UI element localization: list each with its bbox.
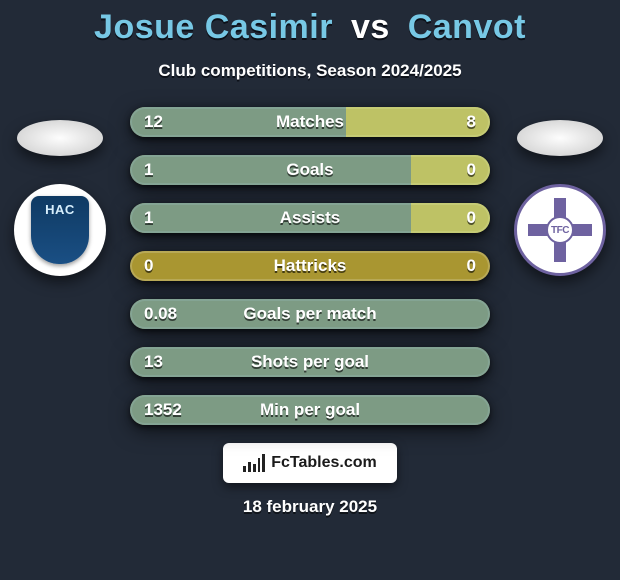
stat-value-p1: 12 xyxy=(144,112,163,132)
brand-text: FcTables.com xyxy=(271,454,377,472)
stat-seg-p2 xyxy=(411,155,490,185)
stat-label: Min per goal xyxy=(260,400,360,420)
stat-value-p1: 1 xyxy=(144,160,153,180)
stat-label: Hattricks xyxy=(274,256,347,276)
stat-value-p1: 0.08 xyxy=(144,304,177,324)
club-left-badge: HAC xyxy=(14,184,106,276)
stat-value-p1: 0 xyxy=(144,256,153,276)
club-right-code: TFC xyxy=(546,216,574,244)
stat-value-p2: 0 xyxy=(467,160,476,180)
stat-label: Goals xyxy=(286,160,333,180)
stat-row: Shots per goal 13 xyxy=(0,347,620,377)
stat-value-p2: 0 xyxy=(467,256,476,276)
stat-value-p2: 0 xyxy=(467,208,476,228)
stat-row: Min per goal 1352 xyxy=(0,395,620,425)
stat-label: Shots per goal xyxy=(251,352,369,372)
player2-avatar xyxy=(517,120,603,156)
brand-badge: FcTables.com xyxy=(223,443,397,483)
subtitle: Club competitions, Season 2024/2025 xyxy=(0,61,620,81)
club-left-crest: HAC xyxy=(31,196,89,264)
player-right-panel: TFC xyxy=(500,120,620,276)
stat-seg-p2 xyxy=(411,203,490,233)
player2-name: Canvot xyxy=(408,8,526,46)
stat-seg-p1 xyxy=(130,155,411,185)
page-title: Josue Casimir vs Canvot xyxy=(0,8,620,47)
stat-label: Matches xyxy=(276,112,344,132)
stat-value-p1: 1 xyxy=(144,208,153,228)
stat-value-p1: 13 xyxy=(144,352,163,372)
stat-bar: Goals 1 0 xyxy=(130,155,490,185)
stat-value-p1: 1352 xyxy=(144,400,182,420)
stat-label: Assists xyxy=(280,208,340,228)
comparison-card: Josue Casimir vs Canvot Club competition… xyxy=(0,0,620,580)
player1-name: Josue Casimir xyxy=(94,8,333,46)
club-left-code: HAC xyxy=(45,202,75,217)
vs-label: vs xyxy=(351,8,390,46)
stat-bar: Matches 12 8 xyxy=(130,107,490,137)
player-left-panel: HAC xyxy=(0,120,120,276)
stat-seg-p1 xyxy=(130,203,411,233)
club-right-badge: TFC xyxy=(514,184,606,276)
player1-avatar xyxy=(17,120,103,156)
date-label: 18 february 2025 xyxy=(0,497,620,517)
stat-bar: Hattricks 0 0 xyxy=(130,251,490,281)
stat-row: Goals per match 0.08 xyxy=(0,299,620,329)
stat-bar: Min per goal 1352 xyxy=(130,395,490,425)
stat-label: Goals per match xyxy=(243,304,376,324)
stat-bar: Assists 1 0 xyxy=(130,203,490,233)
stat-bar: Goals per match 0.08 xyxy=(130,299,490,329)
stat-value-p2: 8 xyxy=(467,112,476,132)
brand-icon xyxy=(243,454,265,472)
stat-bar: Shots per goal 13 xyxy=(130,347,490,377)
